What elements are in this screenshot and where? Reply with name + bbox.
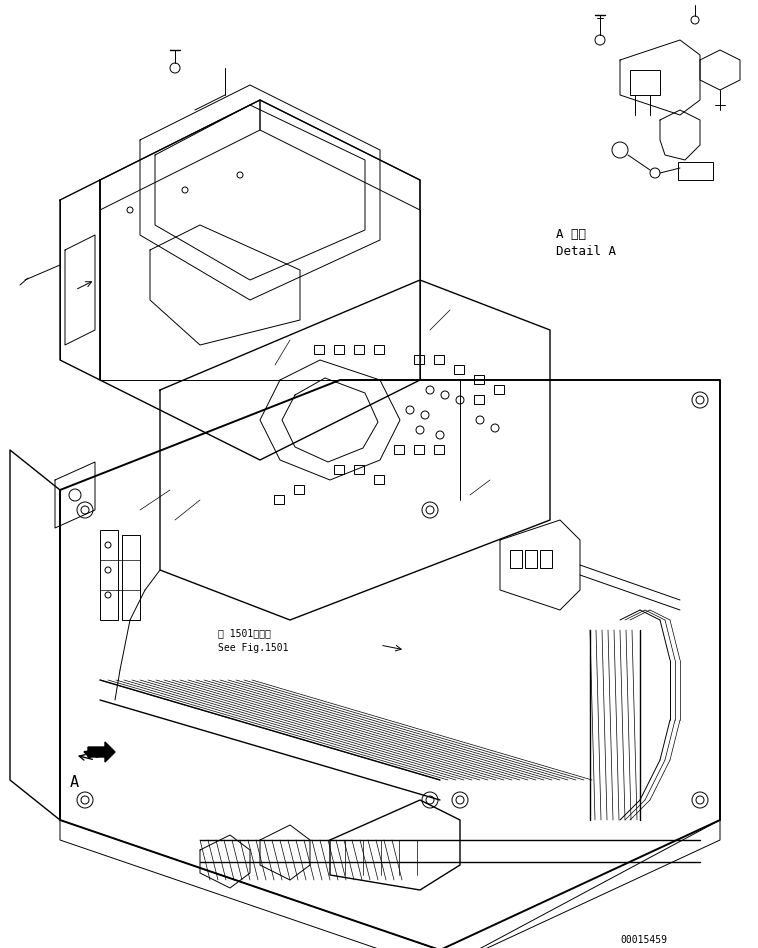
Bar	[354, 465, 364, 474]
Bar	[434, 445, 444, 454]
Bar	[414, 355, 424, 364]
Bar	[434, 355, 444, 364]
Bar	[274, 495, 284, 504]
Bar	[354, 345, 364, 354]
Bar	[334, 345, 344, 354]
Bar	[294, 485, 304, 494]
Text: See Fig.1501: See Fig.1501	[218, 643, 289, 653]
Bar	[540, 550, 552, 568]
Bar	[334, 465, 344, 474]
Bar	[474, 375, 484, 384]
Bar	[630, 70, 660, 95]
Bar	[374, 345, 384, 354]
Bar	[525, 550, 537, 568]
Bar	[394, 445, 404, 454]
Bar	[474, 395, 484, 404]
Bar	[678, 162, 713, 180]
Bar	[314, 345, 324, 354]
Bar	[494, 385, 504, 394]
Text: 00015459: 00015459	[620, 935, 667, 945]
Bar	[454, 365, 464, 374]
Bar	[374, 475, 384, 484]
Text: A 詳細: A 詳細	[556, 228, 586, 241]
Bar	[100, 530, 118, 620]
Text: A: A	[70, 775, 79, 790]
Bar	[122, 535, 140, 620]
Text: 第 1501図参照: 第 1501図参照	[218, 628, 271, 638]
Polygon shape	[88, 742, 115, 762]
Bar	[414, 445, 424, 454]
Text: Detail A: Detail A	[556, 245, 616, 258]
Bar	[510, 550, 522, 568]
